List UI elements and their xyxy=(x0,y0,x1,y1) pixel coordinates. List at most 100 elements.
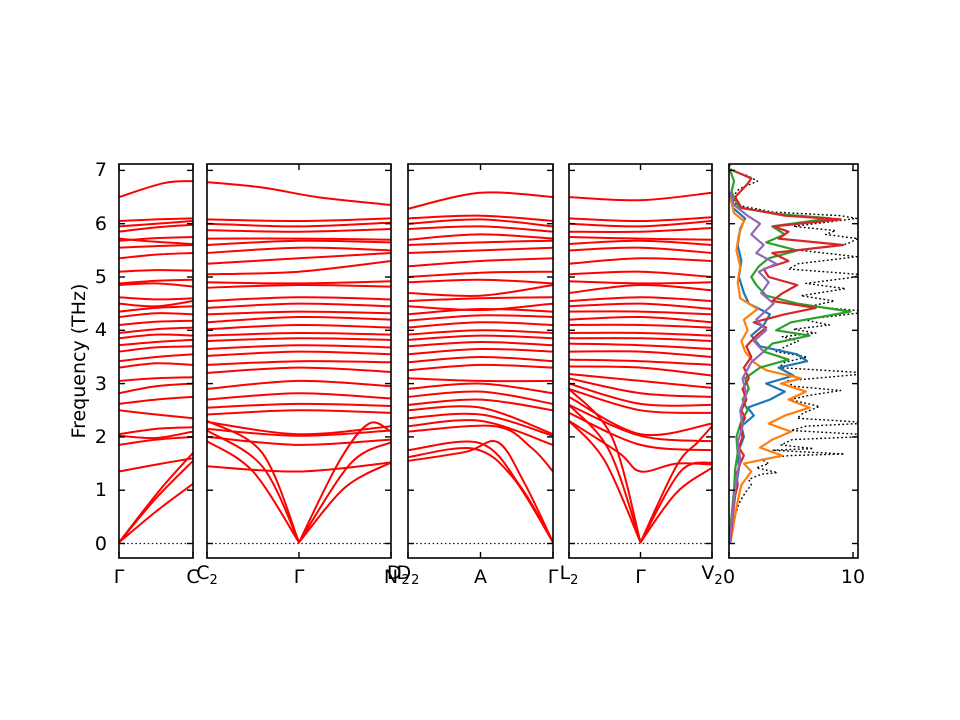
phonon-band-path xyxy=(408,246,553,254)
x-tick-label: A xyxy=(474,566,487,588)
y-tick-label: 0 xyxy=(94,532,107,555)
panel-frame xyxy=(728,163,859,559)
phonon-band-path xyxy=(408,390,553,405)
phonon-band-path xyxy=(569,216,712,223)
phonon-band-path xyxy=(408,214,553,222)
phonon-band-path xyxy=(119,237,193,245)
phonon-band-path xyxy=(119,338,193,347)
panel-content xyxy=(119,180,193,545)
phonon-band-path xyxy=(119,482,193,544)
label-text: Γ xyxy=(113,566,125,588)
phonon-band-path xyxy=(569,236,712,241)
label-subscript: 2 xyxy=(411,573,420,588)
phonon-band-path xyxy=(569,239,712,246)
phonon-band-path xyxy=(408,347,553,356)
phonon-band-path xyxy=(119,376,193,382)
phonon-band-path xyxy=(569,419,712,473)
phonon-band-path xyxy=(408,424,553,473)
phonon-band-path xyxy=(207,237,391,241)
phonon-band-path xyxy=(408,233,553,241)
band-panel-1 xyxy=(118,163,194,559)
phonon-band-path xyxy=(408,377,553,383)
phonon-band-path xyxy=(408,440,553,544)
phonon-band-path xyxy=(408,284,553,297)
total-dos-curve xyxy=(729,164,858,544)
phonon-band-path xyxy=(569,387,712,414)
label-text: N xyxy=(383,566,399,588)
pdos-4-curve xyxy=(729,169,845,544)
phonon-band-path xyxy=(408,218,553,228)
phonon-band-path xyxy=(119,459,193,544)
panel-frame xyxy=(118,163,194,559)
phonon-band-path xyxy=(119,457,193,473)
phonon-band-path xyxy=(207,252,391,265)
phonon-band-path xyxy=(207,409,391,416)
phonon-band-path xyxy=(207,427,391,437)
phonon-band-path xyxy=(207,221,391,228)
x-tick-label: Γ xyxy=(294,566,305,588)
x-tick-label: Γ xyxy=(635,566,646,588)
phonon-band-path xyxy=(408,412,553,437)
phonon-band-path xyxy=(569,191,712,202)
phonon-band-path xyxy=(119,353,193,363)
phonon-band-path xyxy=(408,278,553,285)
label-subscript: 2 xyxy=(209,573,218,588)
phonon-band-path xyxy=(119,312,193,318)
pdos-2-curve xyxy=(729,196,811,544)
phonon-band-path xyxy=(119,282,193,288)
pdos-3-curve xyxy=(729,170,852,544)
phonon-band-path xyxy=(119,382,193,395)
phonon-band-path xyxy=(408,440,553,544)
phonon-band-path xyxy=(207,239,391,246)
phonon-band-path xyxy=(119,451,193,544)
y-tick-label: 4 xyxy=(94,319,107,342)
phonon-band-path xyxy=(408,296,553,302)
phonon-band-path xyxy=(569,382,712,407)
phonon-band-path xyxy=(569,403,712,443)
phonon-band-path xyxy=(119,319,193,326)
label-text: D xyxy=(386,562,402,584)
y-axis-label: Frequency (THz) xyxy=(68,283,90,439)
phonon-band-path xyxy=(207,421,391,436)
label-text: L xyxy=(559,562,571,584)
phonon-band-path xyxy=(207,435,391,446)
phonon-band-path xyxy=(408,257,553,268)
phonon-band-path xyxy=(408,363,553,372)
phonon-band-path xyxy=(569,337,712,342)
phonon-band-path xyxy=(408,314,553,322)
phonon-band-path xyxy=(119,409,193,420)
phonon-band-path xyxy=(408,398,553,412)
x-tick-label: Γ xyxy=(114,566,125,588)
phonon-band-path xyxy=(207,302,391,309)
phonon-band-path xyxy=(207,310,391,316)
x-tick-label: D2 xyxy=(397,562,420,592)
phonon-band-path xyxy=(207,440,300,544)
phonon-band-path xyxy=(408,239,553,246)
phonon-band-path xyxy=(119,333,193,340)
phonon-band-path xyxy=(207,323,391,331)
phonon-band-path xyxy=(569,220,712,228)
phonon-band-path xyxy=(119,252,193,260)
phonon-band-path xyxy=(298,461,391,544)
phonon-band-path xyxy=(298,441,391,544)
phonon-band-path xyxy=(207,379,391,390)
label-text: 0 xyxy=(722,566,736,588)
phonon-band-path xyxy=(569,302,712,310)
phonon-band-path xyxy=(569,331,712,337)
phonon-band-path xyxy=(119,362,193,369)
phonon-band-path xyxy=(207,419,300,544)
phonon-band-path xyxy=(569,403,642,544)
label-text: V xyxy=(701,562,715,584)
phonon-band-path xyxy=(569,227,712,233)
phonon-band-path xyxy=(408,225,553,233)
phonon-band-path xyxy=(207,350,391,357)
phonon-band-path xyxy=(119,269,193,273)
x-tick-label: Γ xyxy=(548,566,559,588)
label-text: Γ xyxy=(293,566,305,588)
phonon-band-path xyxy=(408,334,553,341)
phonon-band-path xyxy=(207,217,391,223)
phonon-band-path xyxy=(569,323,712,329)
y-tick-label: 2 xyxy=(94,425,107,448)
